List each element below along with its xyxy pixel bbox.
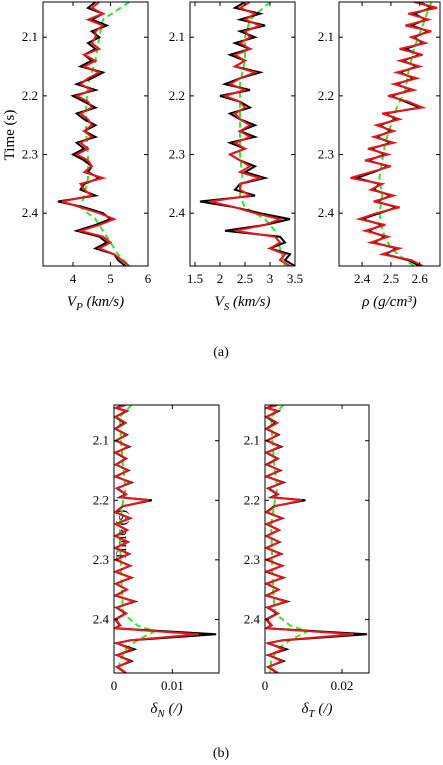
x-tick-label: 2 [217, 271, 224, 286]
y-tick-label: 2.3 [93, 552, 109, 567]
red-curve [265, 405, 354, 673]
y-tick-label: 2.4 [169, 205, 186, 220]
x-tick-label: 2.6 [412, 271, 429, 286]
red-curve [209, 2, 291, 266]
x-tick-label: 0 [111, 678, 118, 693]
red-curve [350, 2, 438, 266]
x-axis-label: δT (/) [301, 701, 332, 720]
plot-5: 2.1 2.2 2.3 2.4 0 0.02 δT (/) [244, 404, 370, 720]
green-curve [117, 405, 158, 673]
red-curve [61, 2, 130, 266]
axes-frame [264, 404, 370, 674]
y-tick-label: 2.3 [244, 552, 260, 567]
y-axis-label-a: Time (s) [2, 110, 18, 161]
y-tick-label: 2.1 [244, 433, 260, 448]
x-axis-label: VS (km/s) [215, 294, 271, 313]
axes-frame [113, 404, 220, 674]
axes-frame [42, 1, 149, 267]
x-tick-label: 2.5 [237, 271, 253, 286]
plot-4: 2.1 2.2 2.3 2.4 0 0.01 δN (/) [93, 404, 220, 720]
y-tick-label: 2.3 [318, 147, 334, 162]
y-tick-label: 2.2 [244, 492, 260, 507]
plots-group: 2.12.22.32.44 5 6VP (km/s)2.12.22.32.41.5 2… [22, 1, 441, 720]
x-axis-label: ρ (g/cm³) [361, 294, 417, 310]
x-tick-label: 2.5 [383, 271, 399, 286]
x-tick-label: 5 [107, 271, 114, 286]
y-tick-label: 2.4 [22, 205, 39, 220]
y-tick-label: 2.1 [22, 29, 38, 44]
y-tick-label: 2.3 [169, 147, 185, 162]
x-axis-label: VP (km/s) [67, 294, 124, 313]
plot-1: 2.1 2.2 2.3 2.4 4 5 6 VP (km/s) [22, 1, 152, 313]
y-tick-label: 2.4 [93, 611, 110, 626]
axes-frame [338, 1, 441, 267]
plot-3: 2.1 2.2 2.3 2.4 2.4 2.5 2.6 ρ (g/cm³) [318, 1, 441, 310]
green-curve [269, 405, 310, 673]
y-tick-label: 2.2 [93, 492, 109, 507]
green-curve [378, 2, 433, 266]
x-tick-label: 0 [262, 678, 269, 693]
plot-2: 2.1 2.2 2.3 2.4 1.5 2 2.5 3 3.5 VS (km/s) [169, 1, 303, 313]
axes-frame [189, 1, 296, 267]
green-curve [79, 2, 131, 266]
black-curve [199, 2, 295, 266]
x-tick-label: 3 [267, 271, 274, 286]
y-tick-label: 2.1 [169, 29, 185, 44]
black-curve [265, 405, 368, 673]
y-tick-label: 2.3 [22, 147, 38, 162]
red-curve [114, 405, 199, 673]
y-tick-label: 2.2 [169, 88, 185, 103]
x-tick-label: 4 [70, 271, 77, 286]
y-tick-label: 2.4 [318, 205, 335, 220]
y-tick-label: 2.4 [244, 611, 261, 626]
y-tick-label: 2.1 [93, 433, 109, 448]
x-tick-label: 3.5 [287, 271, 303, 286]
x-tick-label: 0.02 [331, 678, 354, 693]
y-tick-label: 2.2 [318, 88, 334, 103]
panel-label-b: (b) [213, 746, 230, 761]
panel-label-a: (a) [213, 345, 229, 360]
x-tick-label: 0.01 [161, 678, 184, 693]
y-tick-label: 2.2 [22, 88, 38, 103]
x-tick-label: 2.4 [354, 271, 371, 286]
black-curve [57, 2, 127, 266]
x-tick-label: 6 [145, 271, 152, 286]
y-tick-label: 2.1 [318, 29, 334, 44]
x-axis-label: δN (/) [150, 701, 182, 720]
x-tick-label: 1.5 [187, 271, 203, 286]
